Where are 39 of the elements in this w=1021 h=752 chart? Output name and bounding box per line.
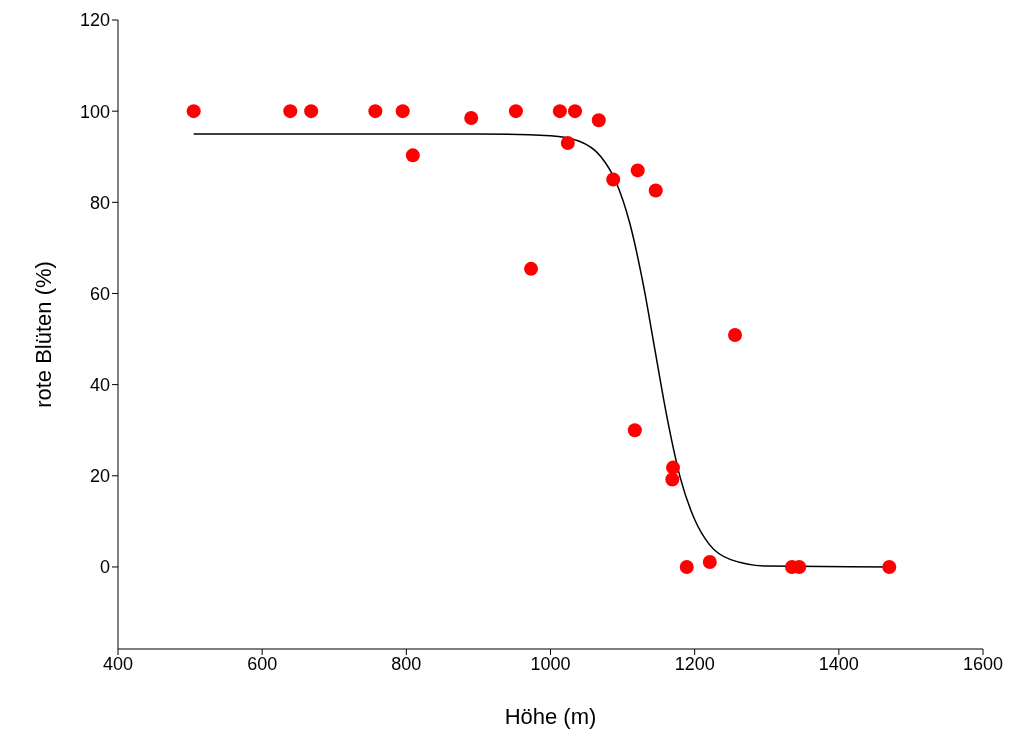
y-tick-label: 80 (89, 192, 110, 213)
y-tick-label: 20 (89, 466, 110, 487)
point (552, 104, 567, 119)
point (464, 111, 479, 125)
y-tick-label: 40 (89, 375, 110, 396)
point (304, 104, 319, 119)
point (648, 183, 663, 198)
x-tick-label: 600 (247, 653, 278, 674)
point (283, 104, 298, 119)
y-tick-label: 100 (79, 101, 110, 122)
x-tick-label: 400 (102, 653, 134, 674)
point (186, 104, 201, 119)
x-tick-label: 1200 (674, 653, 715, 674)
x-tick-label: 1400 (818, 653, 859, 674)
x-axis-title: Höhe (m) (504, 704, 597, 729)
point (606, 172, 621, 187)
y-tick-label: 120 (79, 10, 110, 31)
point (679, 559, 694, 574)
point (405, 148, 420, 163)
point (702, 554, 717, 569)
point (368, 104, 383, 119)
y-tick-label: 0 (99, 557, 110, 578)
point (524, 261, 539, 276)
point (568, 104, 583, 119)
point (508, 104, 523, 119)
point (665, 472, 680, 487)
point (666, 460, 681, 475)
point (591, 113, 606, 128)
point (560, 136, 575, 151)
point (728, 327, 743, 342)
x-tick-label: 1000 (530, 653, 571, 674)
x-tick-label: 800 (391, 653, 422, 674)
y-axis-title: rote Blüten (%) (30, 261, 56, 408)
x-tick-label: 1600 (962, 653, 1004, 674)
point (882, 559, 897, 574)
point (630, 163, 645, 178)
y-tick-label: 60 (89, 283, 110, 304)
point (395, 104, 410, 119)
point (627, 423, 642, 438)
